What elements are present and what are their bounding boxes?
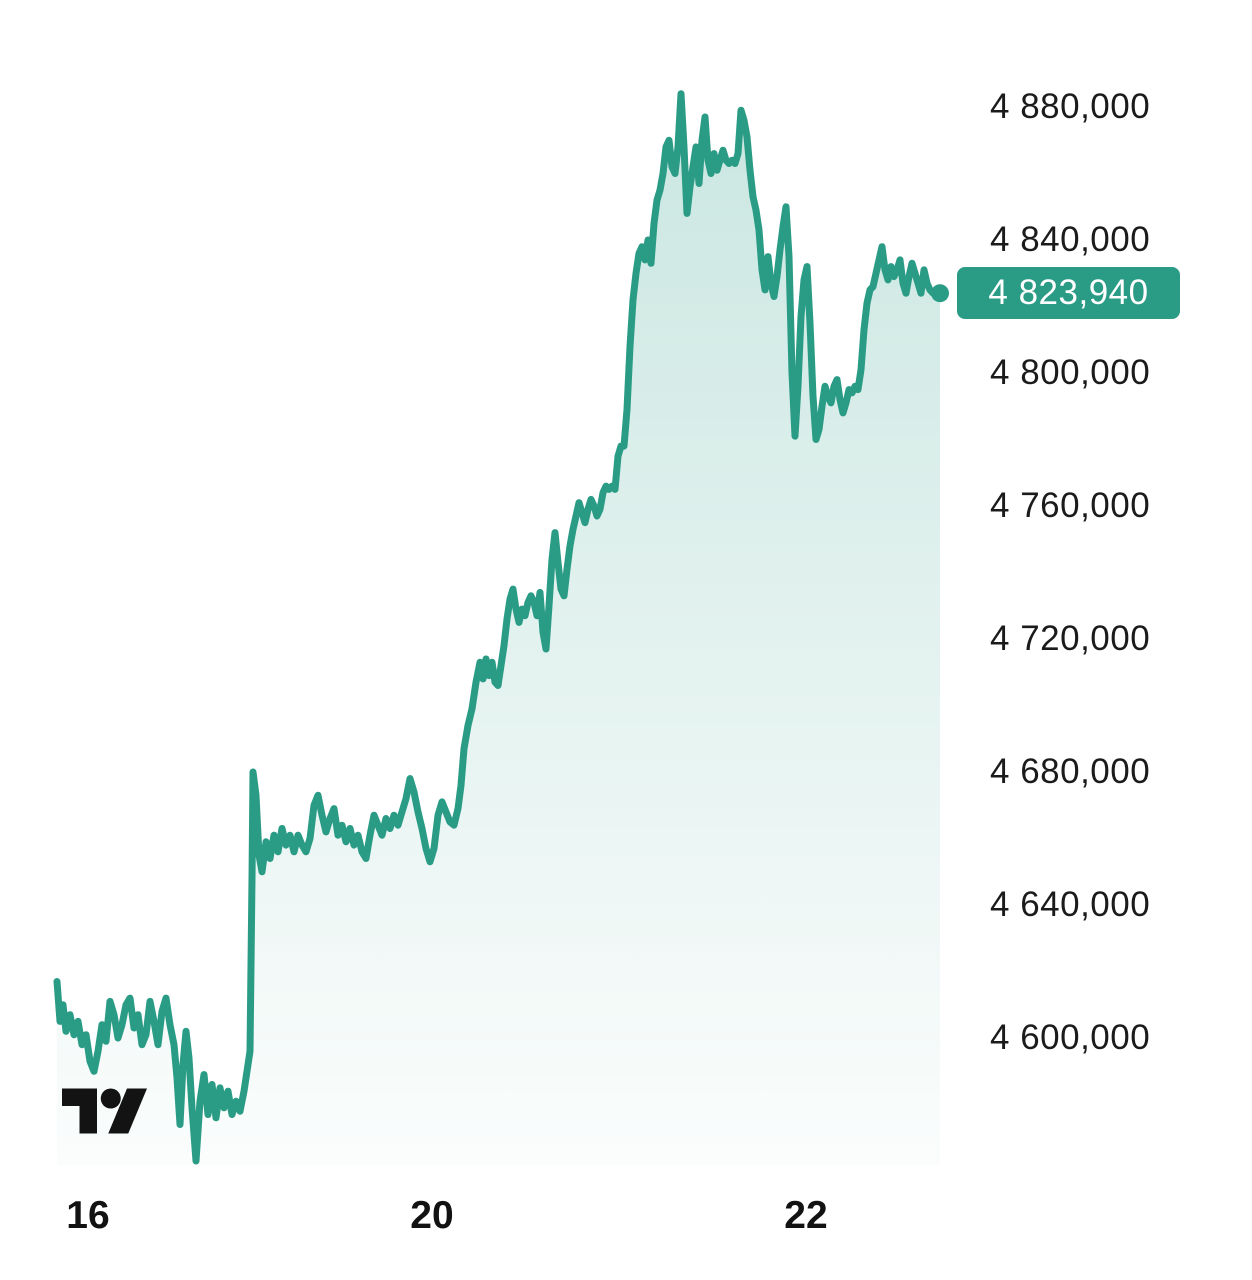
y-axis-tick: 4 840,000	[990, 220, 1151, 259]
last-price-badge: 4 823,940	[957, 267, 1180, 319]
y-axis-tick: 4 600,000	[990, 1018, 1151, 1057]
y-axis-tick: 4 680,000	[990, 752, 1151, 791]
x-axis-tick: 22	[784, 1194, 828, 1237]
area-fill	[57, 93, 940, 1166]
y-axis-tick: 4 640,000	[990, 885, 1151, 924]
last-price-dot	[931, 284, 949, 303]
price-line	[53, 90, 944, 1165]
y-axis-tick: 4 720,000	[990, 619, 1151, 658]
x-axis-tick: 16	[66, 1194, 110, 1237]
tradingview-logo[interactable]	[62, 1083, 152, 1139]
x-axis-tick: 20	[410, 1194, 454, 1237]
y-axis-tick: 4 800,000	[990, 353, 1151, 392]
y-axis-tick: 4 760,000	[990, 486, 1151, 525]
last-price-label: 4 823,940	[988, 273, 1149, 312]
y-axis-tick: 4 880,000	[990, 87, 1151, 126]
tradingview-logo-mark	[62, 1088, 147, 1134]
